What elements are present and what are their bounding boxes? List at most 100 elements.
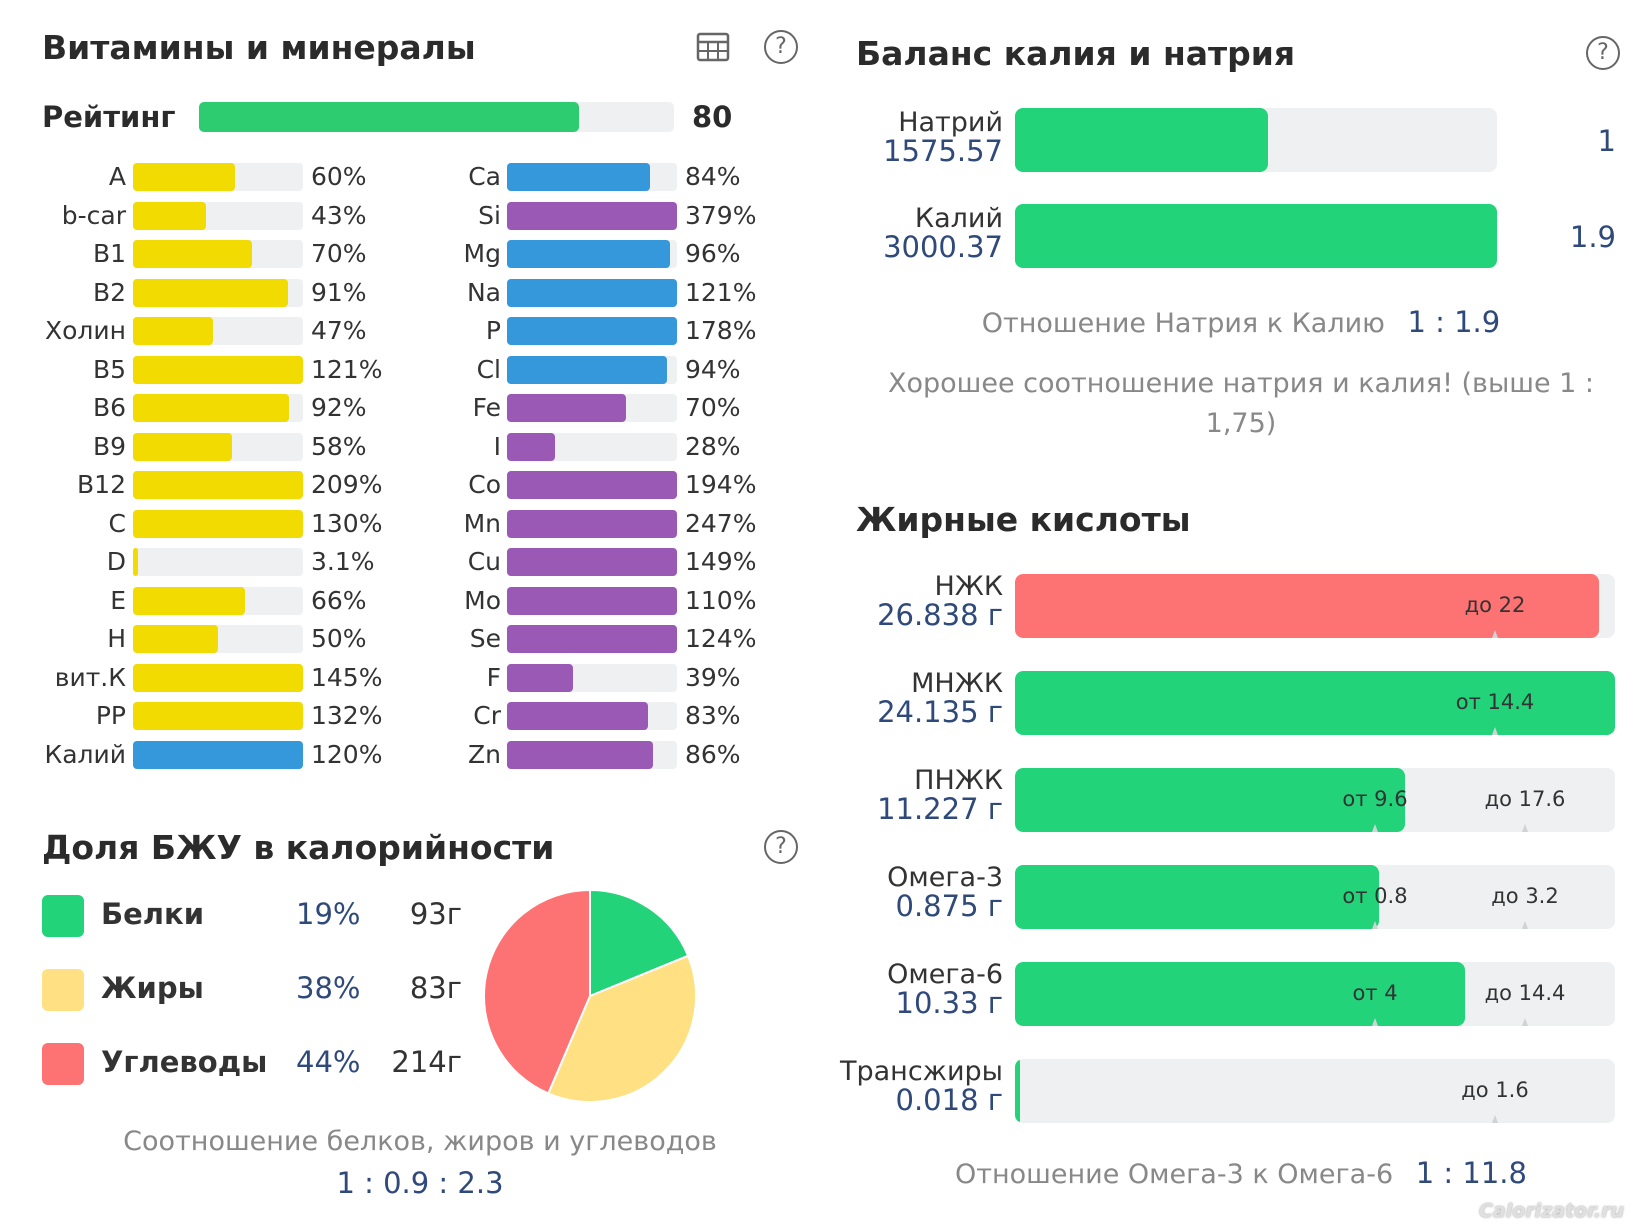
balance-amount: 1575.57: [883, 134, 1003, 168]
fatty-marker-label: до 17.6: [1484, 787, 1566, 811]
nutrient-label: вит.К: [54, 662, 126, 692]
nutrient-value: 110%: [685, 585, 757, 615]
fatty-name: НЖК 26.838 г: [877, 572, 1003, 630]
nutrient-label: Mo: [464, 585, 501, 615]
nutrient-label: Mn: [463, 508, 501, 538]
fatty-marker-tick: [1492, 1115, 1498, 1123]
nutrient-label: E: [110, 585, 126, 615]
balance-nutrient: Калий: [914, 203, 1003, 234]
fatty-ratio-line: Отношение Омега-3 к Омега-6 1 : 11.8: [856, 1156, 1626, 1190]
nutrient-label: P: [485, 316, 501, 345]
nutrient-value: 209%: [311, 470, 383, 499]
nutrient-label: Mg: [463, 239, 501, 268]
nutrient-bar-fill: [507, 394, 626, 422]
pie-slice-Углеводы: [483, 888, 591, 1095]
nutrient-label: C: [108, 508, 126, 538]
nutrient-label: Fe: [472, 393, 501, 422]
nutrient-bar-fill: [507, 663, 574, 692]
nutrient-bar-fill: [133, 278, 288, 307]
fatty-marker-label: от 0.8: [1342, 884, 1408, 908]
help-icon-vitamins[interactable]: ?: [764, 30, 798, 64]
nutrient-bar-fill: [133, 548, 139, 576]
help-icon-macros[interactable]: ?: [764, 830, 798, 864]
fatty-marker-tick: [1522, 921, 1528, 929]
fatty-marker-label: от 4: [1352, 981, 1398, 1005]
fatty-marker-tick: [1492, 630, 1498, 638]
nutrient-value: 379%: [685, 200, 757, 230]
fatty-marker-label: до 3.2: [1491, 884, 1559, 908]
fatty-amount: 0.018 г: [895, 1083, 1003, 1117]
nutrient-bar-fill: [133, 625, 218, 653]
fatty-amount: 24.135 г: [877, 695, 1003, 729]
fatty-acid: Омега-6: [887, 959, 1003, 990]
nutrient-label: Se: [469, 624, 501, 653]
nutrient-bar: [507, 740, 677, 769]
nutrient-bar: [133, 663, 303, 692]
balance-ratio: 1.9: [1569, 220, 1616, 254]
fatty-amount: 0.875 г: [895, 889, 1003, 923]
fatty-name: Омега-3 0.875 г: [887, 863, 1003, 921]
nutrient-bar: [507, 278, 677, 307]
nutrient-label: PP: [95, 701, 126, 730]
watermark: Calorizator.ru: [1478, 1200, 1624, 1222]
fatty-bar: до 1.6: [1015, 1059, 1615, 1123]
nutrient-bar-fill: [133, 663, 303, 692]
fatty-name: ПНЖК 11.227 г: [877, 766, 1003, 824]
nutrient-bar-fill: [507, 509, 677, 538]
balance-note: Хорошее соотношение натрия и калия! (выш…: [887, 368, 1595, 439]
nutrient-value: 132%: [311, 701, 383, 730]
macro-swatch: [42, 969, 84, 1011]
fatty-acid: Трансжиры: [839, 1056, 1003, 1087]
fatty-title: Жирные кислоты: [856, 500, 1191, 539]
nutrient-value: 247%: [685, 508, 757, 538]
nutrient-value: 91%: [311, 277, 367, 307]
nutrient-value: 83%: [685, 701, 741, 730]
nutrient-value: 70%: [311, 239, 367, 268]
nutrient-bar: [507, 702, 677, 730]
nutrient-bar: [507, 625, 677, 653]
fatty-bar-fill: [1015, 962, 1465, 1026]
nutrient-label: Si: [478, 200, 501, 230]
nutrient-label: H: [107, 624, 126, 653]
balance-ratio-caption: Отношение Натрия к Калию: [981, 308, 1385, 339]
nutrient-value: 60%: [311, 162, 367, 191]
table-icon[interactable]: [696, 30, 730, 64]
nutrient-value: 194%: [685, 470, 757, 499]
fatty-acid: ПНЖК: [914, 765, 1003, 796]
nutrient-bar: [507, 317, 677, 345]
macro-grams: 83г: [409, 971, 462, 1005]
nutrient-label: B5: [92, 354, 126, 384]
fatty-ratio-value: 1 : 11.8: [1415, 1156, 1527, 1190]
nutrient-value: 121%: [311, 354, 383, 384]
nutrient-bar-fill: [133, 163, 235, 191]
nutrient-label: b-car: [61, 200, 126, 230]
nutrient-value: 50%: [311, 624, 367, 653]
macro-percent: 38%: [296, 971, 361, 1005]
nutrient-bar: [133, 740, 303, 769]
nutrient-bar: [133, 471, 303, 499]
macro-swatch: [42, 1043, 84, 1085]
fatty-amount: 11.227 г: [877, 792, 1003, 826]
nutrient-bar: [507, 432, 677, 461]
fatty-acid: МНЖК: [911, 668, 1003, 699]
nutrient-bar-fill: [133, 740, 303, 769]
macros-ratio-value: 1 : 0.9 : 2.3: [336, 1166, 504, 1200]
nutrient-bar: [507, 548, 677, 576]
balance-name: Калий 3000.37: [883, 204, 1003, 262]
nutrient-bar: [507, 201, 677, 230]
nutrient-value: 84%: [685, 162, 741, 191]
help-icon-balance[interactable]: ?: [1586, 36, 1620, 70]
nutrient-bar-fill: [507, 163, 650, 191]
nutrient-label: Cu: [467, 547, 501, 576]
balance-ratio-line: Отношение Натрия к Калию 1 : 1.9: [856, 305, 1626, 339]
nutrient-bar: [133, 394, 303, 422]
nutrient-label: B9: [92, 431, 126, 461]
fatty-acid: Омега-3: [887, 862, 1003, 893]
nutrient-bar-fill: [133, 201, 207, 230]
nutrient-value: 121%: [685, 277, 757, 307]
nutrient-bar: [133, 586, 303, 615]
nutrient-bar-fill: [507, 471, 677, 499]
nutrient-bar: [133, 317, 303, 345]
nutrient-bar-fill: [507, 278, 677, 307]
nutrient-label: Cl: [476, 354, 501, 384]
